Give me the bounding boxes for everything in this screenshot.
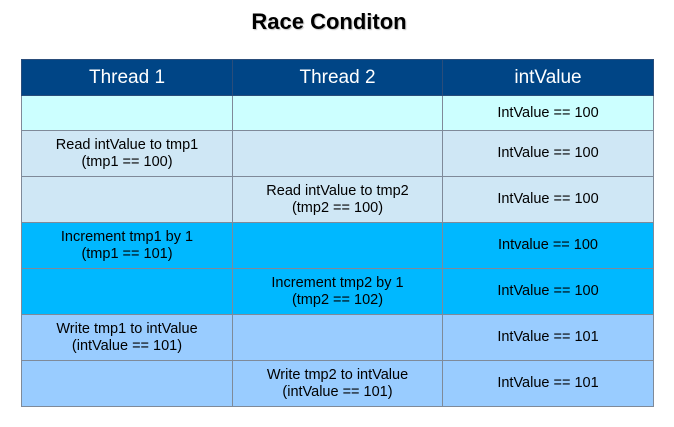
thread-2-state: (intValue == 101) [282, 383, 393, 400]
thread-1-cell: Read intValue to tmp1 (tmp1 == 100) [21, 130, 233, 177]
thread-1-cell [21, 360, 233, 407]
table-row: Increment tmp1 by 1 (tmp1 == 101) Intvalu… [21, 222, 654, 269]
thread-2-cell: Write tmp2 to intValue (intValue == 101) [232, 360, 443, 407]
thread-1-action: Increment tmp1 by 1 [60, 228, 194, 245]
header-row: Thread 1 Thread 2 intValue [21, 59, 654, 96]
thread-1-cell [21, 176, 233, 223]
table-row: Write tmp1 to intValue (intValue == 101) … [21, 314, 654, 361]
intvalue-cell: Intvalue == 100 [442, 222, 654, 269]
intvalue-cell: IntValue == 101 [442, 314, 654, 361]
table-row: Increment tmp2 by 1 (tmp2 == 102) IntValu… [21, 268, 654, 315]
table-row: Read intValue to tmp1 (tmp1 == 100) IntVa… [21, 130, 654, 177]
table-row: Write tmp2 to intValue (intValue == 101) … [21, 360, 654, 407]
thread-1-cell: Write tmp1 to intValue (intValue == 101) [21, 314, 233, 361]
thread-2-action: Read intValue to tmp2 [266, 182, 409, 199]
thread-2-cell [232, 130, 443, 177]
thread-1-state: (intValue == 101) [71, 337, 183, 354]
thread-2-cell: Read intValue to tmp2 (tmp2 == 100) [232, 176, 443, 223]
thread-1-state: (tmp1 == 101) [81, 245, 173, 262]
thread-1-cell [21, 95, 233, 131]
table-row: Read intValue to tmp2 (tmp2 == 100) IntVa… [21, 176, 654, 223]
thread-1-action: Read intValue to tmp1 [55, 136, 199, 153]
thread-2-state: (tmp2 == 100) [291, 199, 384, 216]
thread-2-cell: Increment tmp2 by 1 (tmp2 == 102) [232, 268, 443, 315]
page-title: Race Conditon [251, 9, 407, 34]
intvalue-cell: IntValue == 100 [442, 95, 654, 131]
race-condition-table: Thread 1 Thread 2 intValue IntValue == 1… [21, 59, 654, 407]
table-header: Thread 1 Thread 2 intValue [21, 59, 654, 96]
intvalue-cell: IntValue == 100 [442, 130, 654, 177]
intvalue-cell: IntValue == 100 [442, 176, 654, 223]
thread-2-cell [232, 95, 443, 131]
thread-1-cell: Increment tmp1 by 1 (tmp1 == 101) [21, 222, 233, 269]
intvalue-cell: IntValue == 100 [442, 268, 654, 315]
thread-1-state: (tmp1 == 100) [81, 153, 173, 170]
column-header-thread-2: Thread 2 [232, 59, 443, 96]
thread-1-cell [21, 268, 233, 315]
thread-2-action: Increment tmp2 by 1 [271, 274, 404, 291]
thread-2-cell [232, 222, 443, 269]
table-row: IntValue == 100 [21, 95, 654, 131]
column-header-intvalue: intValue [442, 59, 654, 96]
thread-1-action: Write tmp1 to intValue [56, 320, 198, 337]
thread-2-action: Write tmp2 to intValue [266, 366, 409, 383]
thread-2-state: (tmp2 == 102) [291, 291, 384, 308]
table-body: IntValue == 100 Read intValue to tmp1 (tm… [21, 95, 654, 407]
thread-2-cell [232, 314, 443, 361]
intvalue-cell: IntValue == 101 [442, 360, 654, 407]
column-header-thread-1: Thread 1 [21, 59, 233, 96]
